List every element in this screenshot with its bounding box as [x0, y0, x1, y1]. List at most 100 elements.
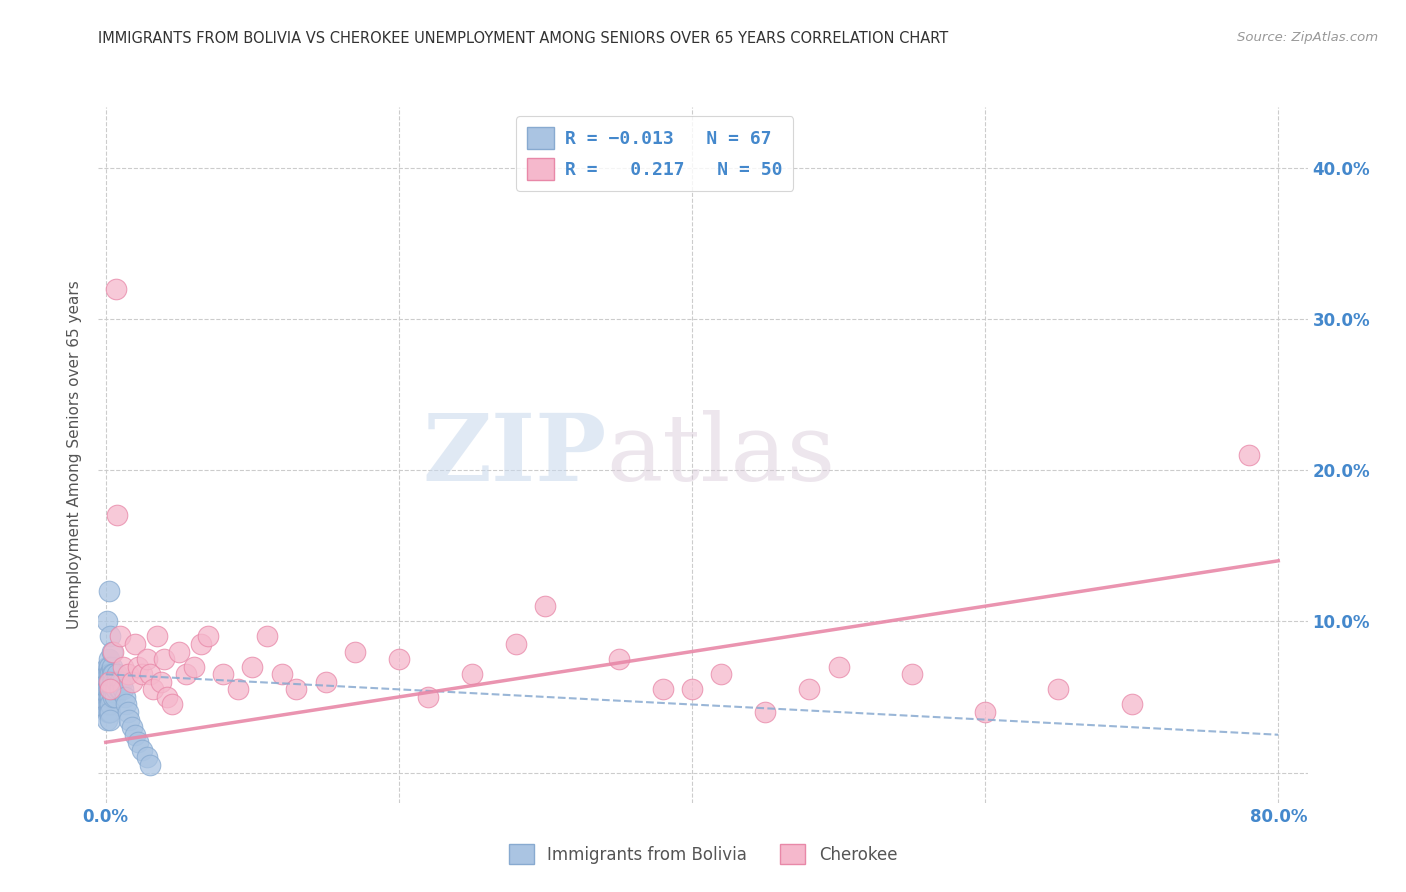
Point — [97, 674, 120, 689]
Point — [111, 674, 134, 689]
Point — [96, 674, 118, 689]
Point — [97, 682, 120, 697]
Point — [1237, 448, 1260, 462]
Point — [97, 682, 120, 697]
Point — [96, 713, 118, 727]
Point — [534, 599, 557, 614]
Point — [105, 682, 128, 697]
Point — [96, 690, 118, 704]
Point — [754, 705, 776, 719]
Point — [110, 674, 132, 689]
Point — [105, 281, 128, 295]
Point — [97, 690, 120, 704]
Point — [131, 667, 153, 681]
Point — [226, 682, 249, 697]
Point — [505, 637, 527, 651]
Point — [901, 667, 924, 681]
Point — [270, 667, 292, 681]
Point — [96, 674, 118, 689]
Point — [107, 508, 129, 523]
Point — [710, 667, 733, 681]
Point — [461, 667, 484, 681]
Point — [97, 705, 120, 719]
Point — [101, 674, 124, 689]
Point — [98, 682, 121, 697]
Point — [96, 659, 118, 673]
Point — [121, 720, 143, 734]
Point — [100, 667, 122, 681]
Point — [138, 667, 160, 681]
Point — [121, 674, 143, 689]
Point — [100, 674, 122, 689]
Point — [97, 659, 120, 673]
Point — [97, 698, 120, 712]
Point — [97, 705, 120, 719]
Point — [103, 674, 125, 689]
Point — [96, 682, 118, 697]
Point — [285, 682, 308, 697]
Point — [97, 667, 120, 681]
Y-axis label: Unemployment Among Seniors over 65 years: Unemployment Among Seniors over 65 years — [67, 281, 83, 629]
Point — [96, 682, 118, 697]
Point — [681, 682, 703, 697]
Point — [117, 705, 139, 719]
Point — [97, 698, 120, 712]
Text: ZIP: ZIP — [422, 410, 606, 500]
Text: Source: ZipAtlas.com: Source: ZipAtlas.com — [1237, 31, 1378, 45]
Point — [142, 682, 165, 697]
Point — [827, 659, 849, 673]
Point — [799, 682, 821, 697]
Point — [107, 674, 129, 689]
Point — [146, 629, 169, 643]
Point — [112, 659, 135, 673]
Point — [651, 682, 673, 697]
Point — [101, 667, 124, 681]
Text: IMMIGRANTS FROM BOLIVIA VS CHEROKEE UNEMPLOYMENT AMONG SENIORS OVER 65 YEARS COR: IMMIGRANTS FROM BOLIVIA VS CHEROKEE UNEM… — [98, 31, 949, 46]
Point — [176, 667, 198, 681]
Point — [103, 690, 125, 704]
Point — [98, 674, 121, 689]
Point — [96, 698, 118, 712]
Point — [97, 690, 120, 704]
Point — [156, 690, 179, 704]
Point — [100, 682, 122, 697]
Point — [190, 637, 212, 651]
Point — [101, 682, 124, 697]
Point — [98, 667, 121, 681]
Legend: Immigrants from Bolivia, Cherokee: Immigrants from Bolivia, Cherokee — [502, 838, 904, 871]
Point — [110, 682, 132, 697]
Point — [388, 652, 411, 666]
Point — [160, 698, 183, 712]
Point — [100, 644, 122, 658]
Point — [315, 674, 337, 689]
Point — [98, 705, 121, 719]
Point — [96, 615, 118, 629]
Point — [97, 667, 120, 681]
Point — [97, 659, 120, 673]
Point — [117, 667, 139, 681]
Point — [108, 682, 131, 697]
Point — [124, 728, 146, 742]
Point — [153, 652, 176, 666]
Point — [110, 629, 132, 643]
Point — [101, 690, 124, 704]
Point — [138, 758, 160, 772]
Point — [212, 667, 235, 681]
Point — [197, 629, 219, 643]
Point — [97, 652, 120, 666]
Point — [114, 690, 136, 704]
Point — [98, 629, 121, 643]
Point — [112, 682, 135, 697]
Point — [97, 674, 120, 689]
Point — [105, 674, 128, 689]
Point — [118, 713, 141, 727]
Point — [131, 743, 153, 757]
Point — [98, 698, 121, 712]
Point — [97, 584, 120, 599]
Point — [127, 659, 149, 673]
Point — [343, 644, 366, 658]
Point — [418, 690, 440, 704]
Point — [107, 667, 129, 681]
Point — [103, 682, 125, 697]
Point — [127, 735, 149, 749]
